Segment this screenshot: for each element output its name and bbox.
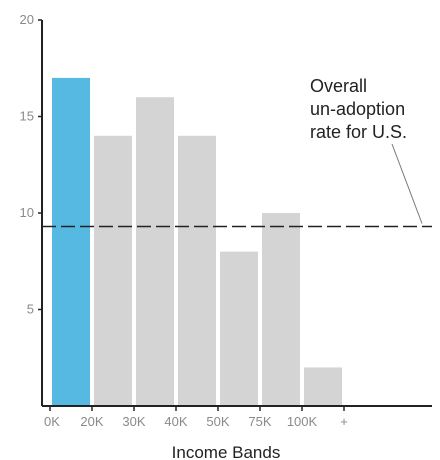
- x-tick-label-1: 20K: [80, 414, 103, 429]
- y-tick-label-2: 15: [20, 109, 34, 124]
- bar-1: [94, 135, 132, 407]
- y-tick-label-0: 5: [27, 302, 34, 317]
- bar-0: [52, 77, 90, 407]
- annotation-line-2: un-adoption: [310, 99, 405, 119]
- annotation-line-3: rate for U.S.: [310, 122, 407, 142]
- reference-group: Overall un-adoption rate for U.S.: [42, 76, 432, 228]
- x-ticks-group: 0K 20K 30K 40K 50K 75K 100K +: [44, 406, 348, 429]
- bar-4: [220, 251, 258, 406]
- bar-5: [262, 213, 300, 406]
- x-tick-label-3: 40K: [164, 414, 187, 429]
- x-tick-label-5: 75K: [248, 414, 271, 429]
- annotation-line-1: Overall: [310, 76, 367, 96]
- y-tick-label-1: 10: [20, 205, 34, 220]
- bars-group: [52, 77, 342, 407]
- x-tick-label-4: 50K: [206, 414, 229, 429]
- y-tick-label-3: 20: [20, 12, 34, 27]
- bar-2: [136, 97, 174, 406]
- y-ticks-group: 5 10 15 20: [20, 12, 42, 317]
- bar-6: [304, 367, 342, 406]
- x-axis-title: Income Bands: [172, 443, 281, 460]
- x-tick-label-0: 0K: [44, 414, 60, 429]
- x-tick-label-7: +: [340, 414, 348, 429]
- bar-3: [178, 135, 216, 407]
- x-tick-label-6: 100K: [287, 414, 318, 429]
- x-tick-label-2: 30K: [122, 414, 145, 429]
- annotation-leader-line: [391, 143, 423, 224]
